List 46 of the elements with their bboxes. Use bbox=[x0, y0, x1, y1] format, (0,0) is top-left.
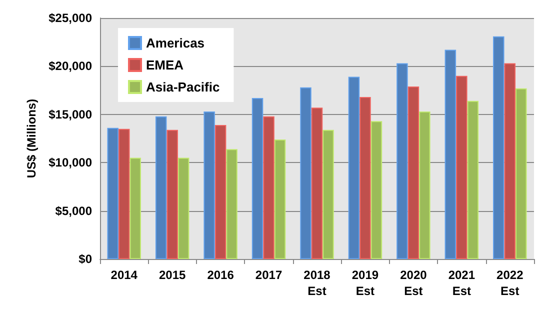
bar bbox=[263, 116, 274, 259]
bar bbox=[166, 130, 178, 259]
bar bbox=[456, 76, 468, 259]
legend-label: EMEA bbox=[146, 58, 184, 72]
bar bbox=[118, 128, 130, 259]
bar bbox=[516, 88, 527, 259]
y-tick-label: $5,000 bbox=[55, 204, 92, 218]
legend-label: Americas bbox=[146, 36, 205, 50]
bar bbox=[493, 36, 504, 259]
bar bbox=[408, 86, 420, 259]
bar bbox=[274, 139, 286, 259]
y-tick-label: $15,000 bbox=[48, 107, 92, 122]
y-tick-label: $0 bbox=[78, 252, 92, 266]
y-tick-label: $10,000 bbox=[48, 156, 92, 170]
bar bbox=[107, 128, 118, 259]
bar bbox=[419, 112, 430, 259]
bar bbox=[360, 97, 371, 259]
bar bbox=[444, 50, 456, 259]
x-tick-label: 2021 Est bbox=[448, 268, 476, 298]
bar bbox=[504, 63, 516, 259]
bar bbox=[252, 98, 264, 259]
bar bbox=[204, 112, 215, 259]
x-tick-label: 2018 Est bbox=[304, 268, 331, 298]
bar bbox=[370, 121, 382, 259]
y-tick-label: $25,000 bbox=[48, 11, 92, 25]
y-tick-label: $20,000 bbox=[48, 59, 92, 74]
bar bbox=[178, 158, 190, 259]
bar bbox=[214, 125, 226, 259]
x-tick-label: 2020 Est bbox=[400, 268, 428, 298]
bar bbox=[396, 63, 408, 259]
bar bbox=[300, 87, 312, 259]
bar bbox=[322, 130, 334, 259]
x-tick-label: 2017 bbox=[255, 268, 282, 282]
bar bbox=[311, 108, 323, 259]
x-tick-label: 2016 bbox=[207, 268, 234, 282]
bar bbox=[348, 76, 360, 259]
x-tick-label: 2019 Est bbox=[352, 268, 379, 298]
legend-label: Asia-Pacific bbox=[146, 80, 220, 94]
y-axis-title: US$ (Millions) bbox=[24, 98, 39, 178]
bar bbox=[130, 158, 141, 259]
bar bbox=[155, 116, 167, 259]
x-tick-label: 2015 bbox=[158, 268, 186, 282]
x-tick-label: 2022 Est bbox=[496, 268, 524, 298]
bar bbox=[467, 100, 479, 259]
x-tick-label: 2014 bbox=[110, 268, 138, 282]
bar bbox=[226, 149, 238, 259]
